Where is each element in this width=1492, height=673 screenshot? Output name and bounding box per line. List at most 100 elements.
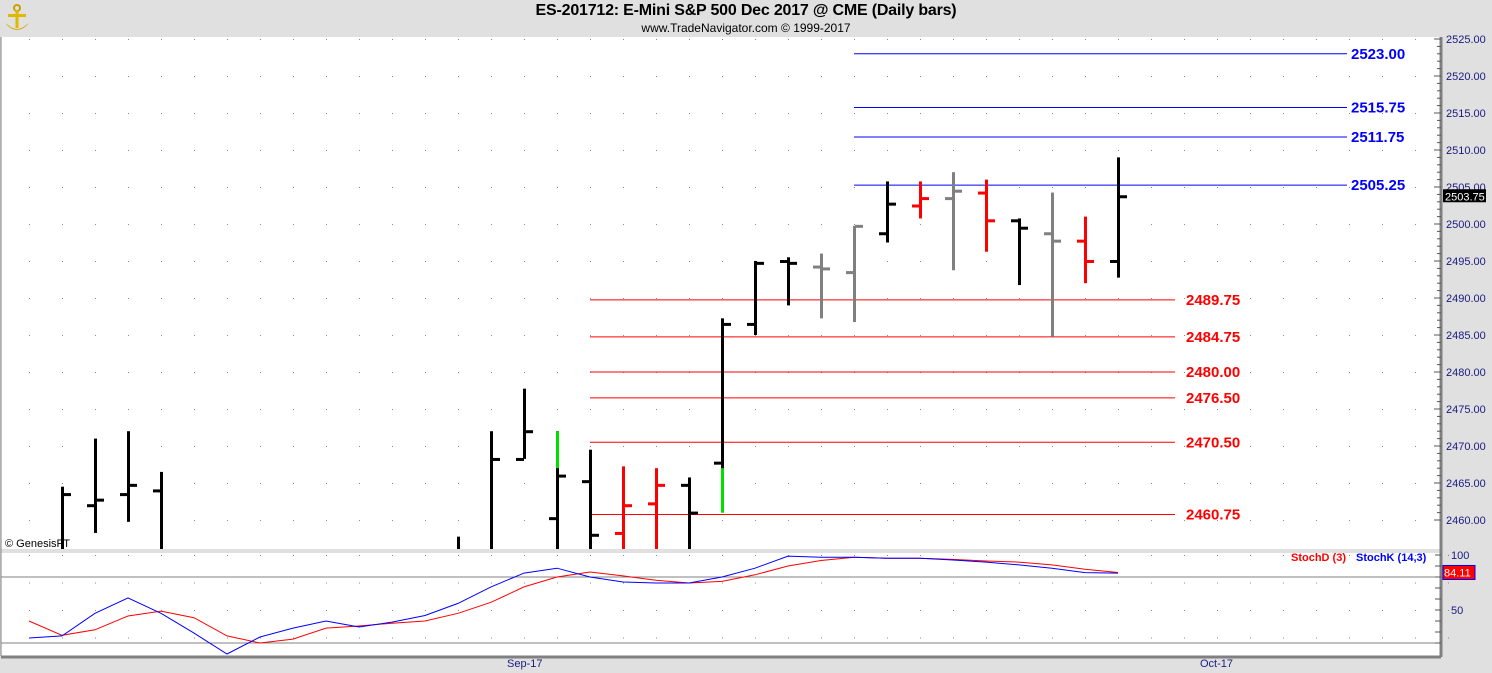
grid-dot: [260, 372, 261, 373]
grid-dot: [1184, 610, 1185, 611]
grid-dot: [62, 335, 63, 336]
grid-dot: [161, 335, 162, 336]
grid-dot: [656, 409, 657, 410]
grid-dot: [29, 187, 30, 188]
chart-subtitle: www.TradeNavigator.com © 1999-2017: [641, 21, 851, 35]
grid-dot: [986, 637, 987, 639]
grid-dot: [95, 261, 96, 262]
grid-dot: [854, 224, 855, 225]
grid-dot: [62, 409, 63, 410]
bar-close-tick: [63, 493, 71, 497]
grid-dot: [1283, 483, 1284, 484]
price-tick-label: 2525.00: [1446, 34, 1486, 46]
grid-dot: [326, 372, 327, 373]
grid-dot: [1217, 372, 1218, 373]
grid-dot: [1184, 582, 1185, 584]
grid-dot: [755, 113, 756, 114]
grid-dot: [788, 555, 789, 556]
grid-dot: [62, 187, 63, 188]
bar-close-tick: [1053, 239, 1061, 243]
grid-dot: [425, 555, 426, 556]
grid-dot: [524, 39, 525, 40]
price-bar: [747, 261, 764, 335]
bar-range: [952, 172, 955, 271]
grid-dot: [656, 39, 657, 40]
bar-range: [886, 181, 889, 243]
grid-dot: [524, 224, 525, 225]
grid-dot: [887, 610, 888, 611]
grid-dot: [62, 113, 63, 114]
grid-dot: [788, 224, 789, 225]
grid-dot: [1250, 637, 1251, 639]
grid-dot: [1019, 446, 1020, 447]
grid-dot: [920, 520, 921, 521]
grid-dot: [458, 446, 459, 447]
grid-dot: [1415, 637, 1416, 639]
grid-dot: [1184, 298, 1185, 299]
grid-dot: [1283, 113, 1284, 114]
grid-dot: [557, 555, 558, 556]
grid-dot: [1052, 555, 1053, 556]
price-tick-label: 2480.00: [1446, 367, 1486, 379]
grid-dot: [458, 76, 459, 77]
bar-close-tick: [954, 189, 962, 193]
grid-dot: [1151, 555, 1152, 556]
grid-dot: [392, 261, 393, 262]
grid-dot: [1415, 483, 1416, 484]
grid-dot: [689, 409, 690, 410]
grid-dot: [128, 335, 129, 336]
grid-dot: [623, 113, 624, 114]
bar-close-tick: [690, 511, 698, 515]
stochastic-pane[interactable]: [1, 553, 1440, 656]
grid-dot: [161, 446, 162, 447]
grid-dot: [227, 335, 228, 336]
grid-dot: [95, 555, 96, 556]
grid-dot: [128, 224, 129, 225]
grid-dot: [1283, 224, 1284, 225]
date-label: Sep-17: [507, 658, 542, 670]
grid-dot: [986, 39, 987, 40]
grid-dot: [29, 372, 30, 373]
grid-dot: [1349, 150, 1350, 151]
bar-open-tick: [153, 489, 161, 493]
grid-dot: [755, 637, 756, 639]
grid-dot: [1283, 39, 1284, 40]
grid-dot: [1448, 372, 1449, 373]
price-bar: [549, 431, 566, 549]
grid-dot: [1184, 446, 1185, 447]
grid-dot: [590, 582, 591, 584]
grid-dot: [1217, 637, 1218, 639]
grid-dot: [359, 610, 360, 611]
grid-dot: [656, 610, 657, 611]
grid-dot: [590, 187, 591, 188]
grid-dot: [689, 261, 690, 262]
grid-dot: [194, 224, 195, 225]
date-label: Oct-17: [1200, 658, 1233, 670]
bar-open-tick: [582, 480, 590, 484]
grid-dot: [359, 409, 360, 410]
grid-dot: [326, 150, 327, 151]
grid-dot: [293, 224, 294, 225]
grid-dot: [986, 582, 987, 584]
grid-dot: [1316, 637, 1317, 639]
grid-dot: [722, 520, 723, 521]
price-bar: [648, 468, 665, 549]
price-bar: [87, 438, 104, 533]
grid-dot: [953, 76, 954, 77]
bar-close-tick: [492, 457, 500, 461]
grid-dot: [821, 582, 822, 584]
grid-dot: [689, 610, 690, 611]
grid-dot: [260, 520, 261, 521]
grid-dot: [1448, 555, 1449, 556]
grid-dot: [1316, 446, 1317, 447]
grid-dot: [557, 409, 558, 410]
bar-open-tick: [1110, 260, 1118, 263]
grid-dot: [1217, 520, 1218, 521]
grid-dot: [1118, 520, 1119, 521]
grid-dot: [128, 39, 129, 40]
grid-dot: [227, 298, 228, 299]
grid-dot: [623, 39, 624, 40]
grid-dot: [392, 76, 393, 77]
grid-dot: [1250, 409, 1251, 410]
